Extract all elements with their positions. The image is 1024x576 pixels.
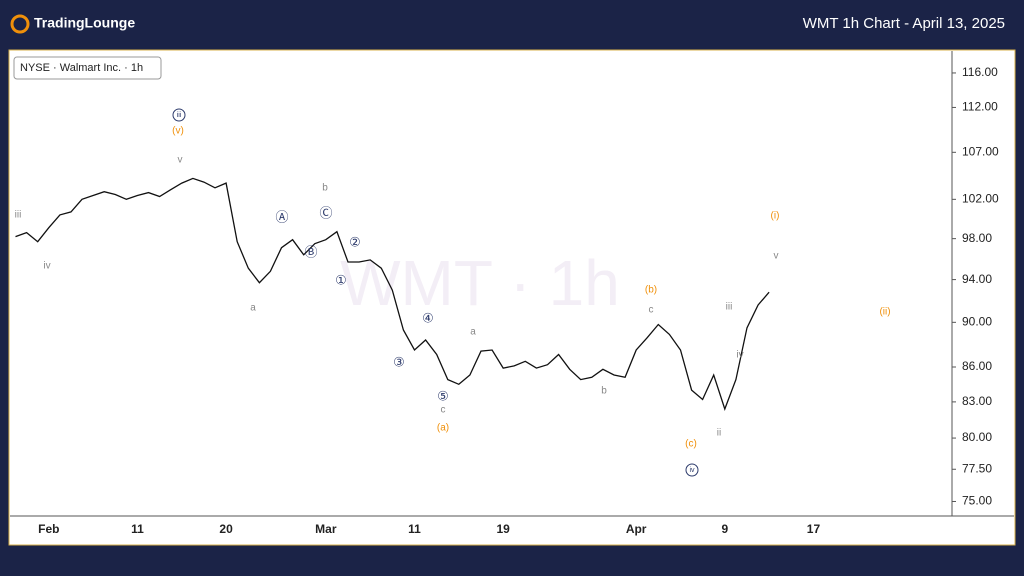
wave-label: Ⓒ bbox=[319, 205, 332, 220]
wave-label: (i) bbox=[771, 211, 780, 222]
wave-label: iv bbox=[689, 467, 695, 474]
wave-label: ⑤ bbox=[437, 388, 449, 403]
wave-label: a bbox=[250, 303, 256, 314]
chart-panel bbox=[8, 49, 1016, 546]
wave-label: ③ bbox=[393, 354, 405, 369]
logo-icon bbox=[10, 14, 30, 34]
y-tick-label: 90.00 bbox=[962, 314, 992, 328]
wave-label: iii bbox=[15, 210, 22, 221]
wave-label: b bbox=[601, 386, 607, 397]
wave-label: (v) bbox=[172, 126, 184, 137]
price-line bbox=[15, 177, 770, 411]
y-tick-label: 98.00 bbox=[962, 231, 992, 245]
y-tick-label: 102.00 bbox=[962, 192, 999, 206]
wave-label: v bbox=[178, 155, 183, 166]
x-tick-label: 20 bbox=[219, 522, 233, 536]
y-tick-label: 112.00 bbox=[962, 100, 998, 114]
wave-label: iii bbox=[177, 112, 182, 119]
wave-label: a bbox=[470, 327, 476, 338]
legend-box bbox=[13, 56, 162, 80]
wave-label: Ⓐ bbox=[275, 209, 288, 224]
y-tick-label: 107.00 bbox=[962, 144, 999, 158]
x-tick-label: 11 bbox=[408, 522, 421, 536]
wave-label: iv bbox=[43, 261, 50, 272]
y-tick-label: 75.00 bbox=[962, 494, 992, 508]
wave-label: c bbox=[441, 405, 446, 416]
wave-label: c bbox=[649, 305, 654, 316]
x-tick-label: 11 bbox=[131, 522, 144, 536]
wave-label: ii bbox=[717, 428, 721, 439]
y-tick-label: 86.00 bbox=[962, 359, 992, 373]
y-tick-label: 116.00 bbox=[962, 65, 998, 79]
wave-label: iv bbox=[736, 350, 743, 361]
wave-label: v bbox=[774, 251, 779, 262]
wave-label: (a) bbox=[437, 423, 449, 434]
y-tick-label: 80.00 bbox=[962, 430, 992, 444]
wave-label: (ii) bbox=[879, 307, 890, 318]
wave-label: b bbox=[322, 183, 328, 194]
brand: TradingLounge bbox=[34, 15, 135, 31]
wave-label: ④ bbox=[422, 310, 434, 325]
y-tick-label: 83.00 bbox=[962, 394, 992, 408]
header-title: WMT 1h Chart - April 13, 2025 bbox=[803, 15, 1005, 32]
y-tick-label: 94.00 bbox=[962, 272, 992, 286]
annotation-circle bbox=[172, 108, 186, 122]
wave-label: (b) bbox=[645, 285, 657, 296]
y-tick-label: 77.50 bbox=[962, 461, 992, 475]
watermark: WMT · 1h bbox=[340, 247, 620, 319]
x-tick-label: Feb bbox=[38, 522, 59, 536]
wave-label: Ⓑ bbox=[304, 244, 317, 259]
x-tick-label: 9 bbox=[721, 522, 728, 536]
wave-label: (c) bbox=[685, 439, 697, 450]
annotation-circle bbox=[685, 463, 699, 477]
wave-label: ② bbox=[349, 234, 361, 249]
x-tick-label: 19 bbox=[496, 522, 510, 536]
x-tick-label: Mar bbox=[315, 522, 337, 536]
legend-text: NYSE · Walmart Inc. · 1h bbox=[20, 62, 143, 74]
wave-label: ① bbox=[335, 272, 347, 287]
x-tick-label: 17 bbox=[807, 522, 821, 536]
x-tick-label: Apr bbox=[626, 522, 647, 536]
wave-label: iii bbox=[726, 302, 733, 313]
